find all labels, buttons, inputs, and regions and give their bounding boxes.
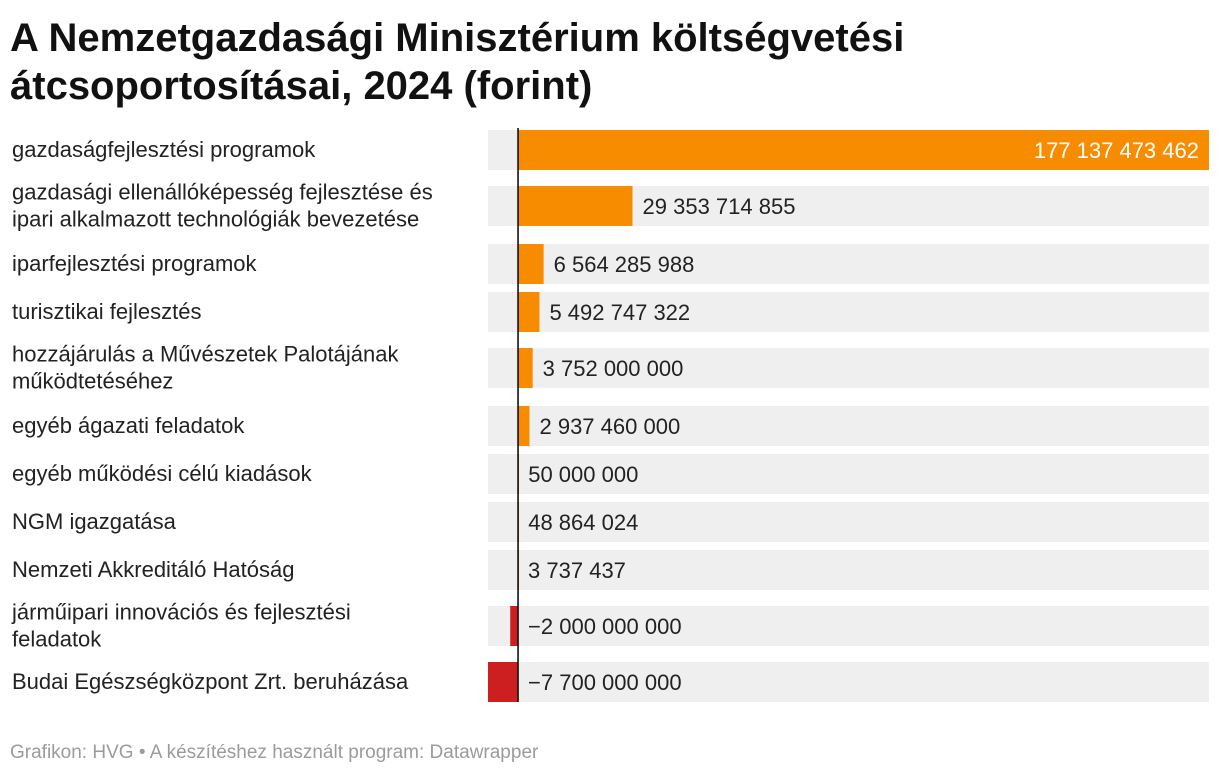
value-label: 50 000 000 <box>528 462 638 487</box>
value-label: 2 937 460 000 <box>539 414 680 439</box>
category-label: feladatok <box>12 627 102 652</box>
bar <box>488 662 519 702</box>
bar <box>518 406 530 446</box>
category-label: működtetéséhez <box>12 369 173 394</box>
bar-track <box>488 454 1209 494</box>
category-label: gazdaságfejlesztési programok <box>12 137 316 162</box>
value-label: 5 492 747 322 <box>549 300 690 325</box>
value-label: 6 564 285 988 <box>554 252 695 277</box>
value-label: 3 737 437 <box>528 558 626 583</box>
value-label: 48 864 024 <box>528 510 638 535</box>
category-label: hozzájárulás a Művészetek Palotájának <box>12 342 399 367</box>
category-label: iparfejlesztési programok <box>12 251 258 276</box>
category-label: Nemzeti Akkreditáló Hatóság <box>12 557 294 582</box>
category-label: turisztikai fejlesztés <box>12 299 202 324</box>
bar <box>510 606 519 646</box>
bar-track <box>488 406 1209 446</box>
value-label: 3 752 000 000 <box>543 356 684 381</box>
value-label: 177 137 473 462 <box>1034 138 1199 163</box>
category-label: egyéb működési célú kiadások <box>12 461 313 486</box>
bar <box>518 292 540 332</box>
bar-track <box>488 244 1209 284</box>
bar-track <box>488 550 1209 590</box>
category-label: gazdasági ellenállóképesség fejlesztése … <box>12 180 433 205</box>
bar-track <box>488 502 1209 542</box>
category-label: NGM igazgatása <box>12 509 177 534</box>
bar-track <box>488 348 1209 388</box>
bar-track <box>488 662 1209 702</box>
category-label: Budai Egészségközpont Zrt. beruházása <box>12 669 409 694</box>
bar-track <box>488 606 1209 646</box>
category-label: ipari alkalmazott technológiák bevezetés… <box>12 207 419 232</box>
bar-track <box>488 292 1209 332</box>
bar <box>518 186 633 226</box>
bar <box>518 244 544 284</box>
value-label: −7 700 000 000 <box>528 670 682 695</box>
category-label: egyéb ágazati feladatok <box>12 413 245 438</box>
category-label: járműipari innovációs és fejlesztési <box>11 600 351 625</box>
value-label: 29 353 714 855 <box>643 194 796 219</box>
chart-footer: Grafikon: HVG • A készítéshez használt p… <box>10 742 539 763</box>
value-label: −2 000 000 000 <box>528 614 682 639</box>
chart-title: A Nemzetgazdasági Minisztérium költségve… <box>10 16 905 108</box>
bar <box>518 130 1209 170</box>
bar <box>518 348 533 388</box>
